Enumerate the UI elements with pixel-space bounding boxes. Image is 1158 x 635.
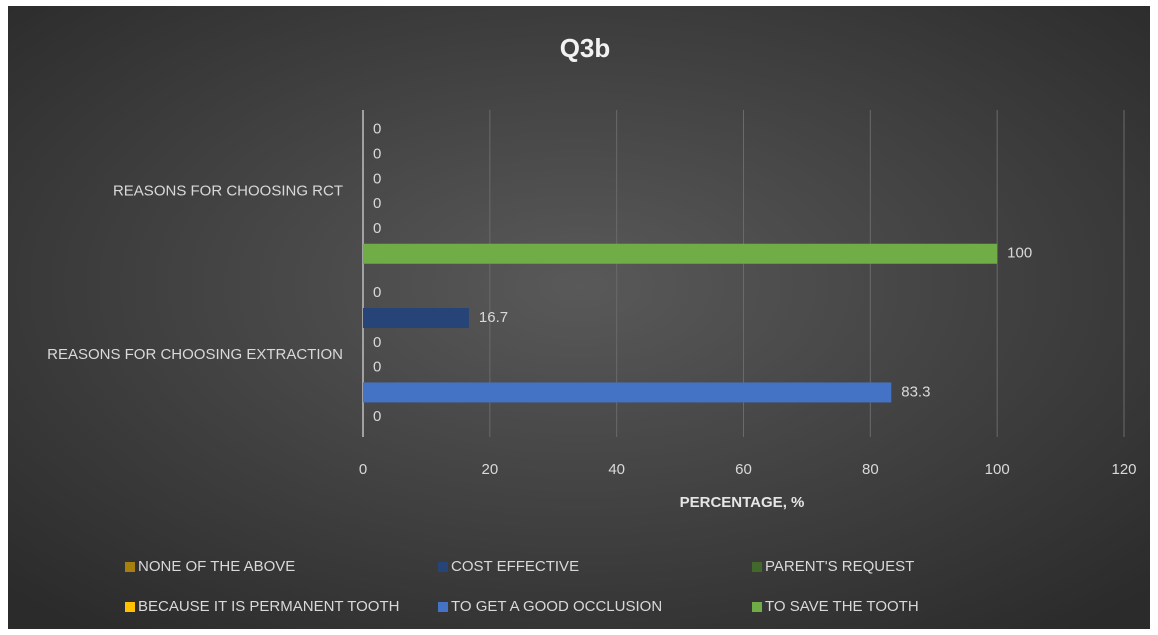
data-label: 0 <box>373 359 381 376</box>
data-label: 0 <box>373 220 381 237</box>
legend-swatch <box>438 602 448 612</box>
legend-swatch <box>752 602 762 612</box>
chart-title: Q3b <box>560 33 611 63</box>
x-tick-label: 0 <box>359 461 367 478</box>
legend-label: TO SAVE THE TOOTH <box>765 598 919 615</box>
data-label: 100 <box>1007 245 1032 262</box>
data-label: 0 <box>373 334 381 351</box>
chart-background <box>8 6 1150 629</box>
x-tick-label: 20 <box>481 461 498 478</box>
legend-swatch <box>125 562 135 572</box>
data-label: 0 <box>373 284 381 301</box>
x-tick-label: 100 <box>985 461 1010 478</box>
legend-label: TO GET A GOOD OCCLUSION <box>451 598 662 615</box>
data-label: 16.7 <box>479 309 508 326</box>
legend-label: BECAUSE IT IS PERMANENT TOOTH <box>138 598 399 615</box>
legend-label: PARENT'S REQUEST <box>765 558 914 575</box>
data-label: 83.3 <box>901 383 930 400</box>
x-tick-label: 80 <box>862 461 879 478</box>
bar <box>363 243 998 264</box>
bar <box>363 382 892 403</box>
data-label: 0 <box>373 170 381 187</box>
y-tick-label: REASONS FOR CHOOSING RCT <box>113 183 343 200</box>
x-tick-label: 40 <box>608 461 625 478</box>
x-axis-title: PERCENTAGE, % <box>680 494 805 511</box>
legend-swatch <box>125 602 135 612</box>
legend-label: NONE OF THE ABOVE <box>138 558 295 575</box>
data-label: 0 <box>373 146 381 163</box>
bar <box>363 308 469 329</box>
legend-swatch <box>438 562 448 572</box>
legend-swatch <box>752 562 762 572</box>
x-tick-label: 60 <box>735 461 752 478</box>
data-label: 0 <box>373 121 381 138</box>
data-label: 0 <box>373 195 381 212</box>
x-tick-label: 120 <box>1111 461 1136 478</box>
legend-label: COST EFFECTIVE <box>451 558 579 575</box>
data-label: 0 <box>373 408 381 425</box>
y-tick-label: REASONS FOR CHOOSING EXTRACTION <box>47 346 343 363</box>
